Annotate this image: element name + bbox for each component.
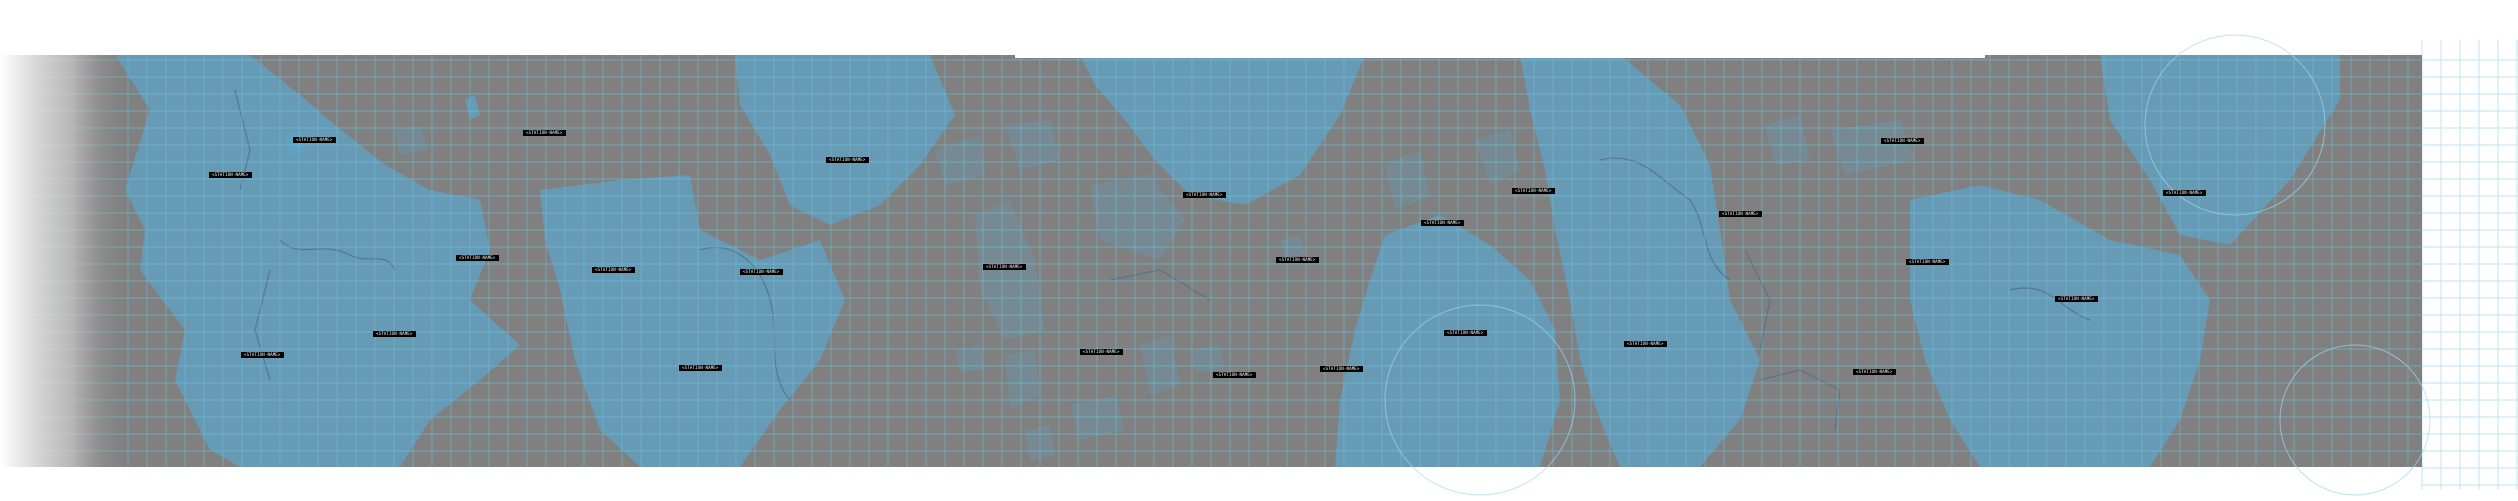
map-label[interactable]: <STATION-NAME> xyxy=(1906,259,1949,265)
top-gap xyxy=(1015,55,1985,58)
outer-grid xyxy=(2421,40,2518,490)
map-label[interactable]: <STATION-NAME> xyxy=(1853,369,1896,375)
water-body xyxy=(735,55,955,225)
boundary-line xyxy=(1599,157,1731,281)
water-body xyxy=(465,95,480,120)
island xyxy=(1385,150,1430,210)
island xyxy=(1140,335,1180,395)
map-label[interactable]: <STATION-NAME> xyxy=(1512,188,1555,194)
map-label[interactable]: <STATION-NAME> xyxy=(1080,349,1123,355)
map-label[interactable]: <STATION-NAME> xyxy=(523,130,566,136)
boundary-line xyxy=(1744,249,1771,351)
map-label[interactable]: <STATION-NAME> xyxy=(1881,138,1924,144)
map-label[interactable]: <STATION-NAME> xyxy=(1719,211,1762,217)
map-label[interactable]: <STATION-NAME> xyxy=(241,352,284,358)
map-label[interactable]: <STATION-NAME> xyxy=(1444,330,1487,336)
water-body xyxy=(540,175,845,467)
boundary-line xyxy=(699,246,791,401)
island xyxy=(935,135,985,185)
map-label[interactable]: <STATION-NAME> xyxy=(1213,372,1256,378)
water-body xyxy=(2100,55,2340,245)
island xyxy=(1765,115,1810,165)
water-body xyxy=(1080,55,1365,205)
map-label[interactable]: <STATION-NAME> xyxy=(1276,257,1319,263)
map-label[interactable]: <STATION-NAME> xyxy=(592,267,635,273)
map-label[interactable]: <STATION-NAME> xyxy=(2163,190,2206,196)
boundary-line xyxy=(1109,269,1211,301)
range-ring xyxy=(2144,34,2326,216)
boundary-line xyxy=(254,269,271,381)
boundary-line xyxy=(279,239,396,271)
map-label[interactable]: <STATION-NAME> xyxy=(1183,192,1226,198)
map-label[interactable]: <STATION-NAME> xyxy=(1421,220,1464,226)
island xyxy=(395,125,428,155)
map-label[interactable]: <STATION-NAME> xyxy=(456,255,499,261)
water-body xyxy=(1335,215,1560,467)
range-ring xyxy=(1384,304,1576,496)
map-label[interactable]: <STATION-NAME> xyxy=(209,172,252,178)
map-label[interactable]: <STATION-NAME> xyxy=(373,331,416,337)
map-label[interactable]: <STATION-NAME> xyxy=(293,137,336,143)
map-label[interactable]: <STATION-NAME> xyxy=(983,264,1026,270)
island xyxy=(1005,350,1040,410)
island xyxy=(1475,130,1520,185)
map-label[interactable]: <STATION-NAME> xyxy=(679,365,722,371)
boundary-line xyxy=(1759,369,1841,431)
water-body xyxy=(115,55,520,467)
range-ring xyxy=(2279,344,2431,496)
left-edge-fade xyxy=(0,55,130,467)
island xyxy=(1070,395,1125,440)
map-label[interactable]: <STATION-NAME> xyxy=(1320,366,1363,372)
map-label[interactable]: <STATION-NAME> xyxy=(826,157,869,163)
water-body xyxy=(1910,185,2210,467)
island xyxy=(975,200,1045,340)
map-label[interactable]: <STATION-NAME> xyxy=(740,269,783,275)
water-body xyxy=(1520,55,1760,467)
range-rings xyxy=(1384,34,2431,496)
island xyxy=(1190,345,1225,372)
map-label[interactable]: <STATION-NAME> xyxy=(2055,296,2098,302)
map-label[interactable]: <STATION-NAME> xyxy=(1624,341,1667,347)
island xyxy=(955,345,985,372)
island xyxy=(1280,235,1305,258)
island xyxy=(1830,120,1915,175)
water-layer xyxy=(115,55,2340,467)
